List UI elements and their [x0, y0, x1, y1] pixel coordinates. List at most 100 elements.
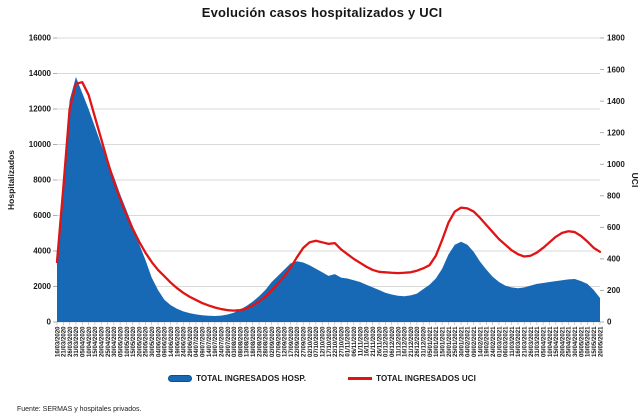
right-axis-tick-label: 1000 [607, 160, 625, 169]
left-axis-tick-label: 16000 [29, 34, 52, 43]
x-axis-tick-label: 15/05/2021 [591, 326, 598, 357]
x-axis-tick-label: 15/04/2021 [553, 326, 560, 357]
x-axis-tick-label: 05/05/2021 [578, 326, 585, 357]
x-axis-tick-label: 16/03/2020 [54, 326, 61, 357]
x-axis-tick-label: 14/07/2020 [206, 326, 213, 357]
source-note: Fuente: SERMAS y hospitales privados. [17, 406, 142, 413]
x-axis-tick-label: 04/02/2021 [465, 326, 472, 357]
x-axis-tick-label: 13/08/2020 [244, 326, 251, 357]
hosp-legend-swatch [168, 375, 193, 382]
x-axis-tick-label: 08/08/2020 [237, 326, 244, 357]
x-axis-tick-label: 10/01/2021 [433, 326, 440, 357]
x-axis-tick-label: 05/04/2021 [540, 326, 547, 357]
legend: TOTAL INGRESADOS HOSP. TOTAL INGRESADOS … [0, 374, 644, 383]
x-axis-tick-label: 21/03/2020 [61, 326, 68, 357]
x-axis-tick-label: 25/01/2021 [452, 326, 459, 357]
x-axis-tick-label: 12/09/2020 [282, 326, 289, 357]
x-axis-tick-label: 27/09/2020 [301, 326, 308, 357]
x-axis-tick-label: 03/08/2020 [231, 326, 238, 357]
uci-line-series [55, 81, 602, 312]
x-axis-tick-label: 20/05/2021 [597, 326, 604, 357]
left-axis-tick-label: 12000 [29, 105, 52, 114]
x-axis-tick-label: 14/06/2020 [168, 326, 175, 357]
chart-canvas: 0200040006000800010000120001400016000020… [6, 34, 640, 357]
x-axis-tick-label: 20/04/2020 [98, 326, 105, 357]
right-axis-tick-label: 200 [607, 286, 621, 295]
x-axis-tick-label: 09/07/2020 [200, 326, 207, 357]
x-axis-tick-label: 11/12/2020 [395, 326, 402, 357]
x-axis-tick-label: 16/12/2020 [402, 326, 409, 357]
x-axis-tick-label: 04/06/2020 [155, 326, 162, 357]
right-axis-tick-label: 600 [607, 223, 621, 232]
x-axis-tick-label: 07/10/2020 [313, 326, 320, 357]
x-axis-tick-label: 26/11/2020 [376, 326, 383, 357]
x-axis-tick-label: 17/10/2020 [326, 326, 333, 357]
x-axis-tick-label: 15/05/2020 [130, 326, 137, 357]
x-axis-tick-label: 24/02/2021 [490, 326, 497, 357]
x-axis-tick-label: 05/04/2020 [80, 326, 87, 357]
legend-item-uci: TOTAL INGRESADOS UCI [348, 374, 476, 383]
x-axis-tick-label: 09/02/2021 [471, 326, 478, 357]
x-axis-tick-label: 18/08/2020 [250, 326, 257, 357]
x-axis-tick-label: 09/06/2020 [162, 326, 169, 357]
legend-item-hosp: TOTAL INGRESADOS HOSP. [168, 374, 306, 383]
x-axis-tick-label: 01/12/2020 [383, 326, 390, 357]
x-axis-tick-label: 19/02/2021 [484, 326, 491, 357]
x-axis-tick-label: 11/11/2020 [357, 326, 364, 356]
x-axis-tick-label: 14/02/2021 [477, 326, 484, 357]
right-axis-tick-label: 1400 [607, 97, 625, 106]
x-axis-tick-label: 24/07/2020 [218, 326, 225, 357]
right-axis-tick-label: 1800 [607, 34, 625, 43]
left-axis-tick-label: 6000 [33, 211, 51, 220]
right-axis-label: UCI [630, 173, 640, 188]
x-axis-tick-label: 21/12/2020 [408, 326, 415, 357]
x-axis-tick-label: 31/12/2020 [421, 326, 428, 357]
x-axis-tick-label: 30/05/2020 [149, 326, 156, 357]
x-axis-tick-label: 30/04/2021 [572, 326, 579, 357]
x-axis-tick-label: 29/06/2020 [187, 326, 194, 357]
x-axis-tick-label: 25/04/2020 [105, 326, 112, 357]
x-axis-tick-label: 05/01/2021 [427, 326, 434, 357]
x-axis-tick-label: 01/11/2020 [345, 326, 352, 357]
x-axis-tick-label: 22/09/2020 [294, 326, 301, 357]
x-axis-tick-label: 06/11/2020 [351, 326, 358, 357]
uci-legend-label: TOTAL INGRESADOS UCI [376, 374, 476, 383]
x-axis-tick-label: 26/03/2020 [67, 326, 74, 357]
x-axis-tick-label: 01/03/2021 [496, 326, 503, 357]
x-axis-tick-label: 21/03/2021 [522, 326, 529, 357]
hosp-legend-label: TOTAL INGRESADOS HOSP. [196, 374, 307, 383]
left-axis-tick-label: 8000 [33, 176, 51, 185]
x-axis-tick-label: 25/05/2020 [143, 326, 150, 357]
left-axis-tick-label: 2000 [33, 282, 51, 291]
x-axis-tick-label: 20/01/2021 [446, 326, 453, 357]
left-axis-tick-label: 4000 [33, 247, 51, 256]
x-axis-tick-label: 26/03/2021 [528, 326, 535, 357]
right-axis-tick-label: 800 [607, 191, 621, 200]
left-axis-tick-label: 0 [47, 318, 52, 327]
right-axis-tick-label: 1600 [607, 65, 625, 74]
x-axis-tick-label: 17/09/2020 [288, 326, 295, 357]
x-axis-tick-label: 31/03/2020 [73, 326, 80, 357]
x-axis-tick-label: 02/10/2020 [307, 326, 314, 357]
hosp-area-series [57, 77, 600, 322]
x-axis-tick-label: 26/12/2020 [414, 326, 421, 357]
x-axis-tick-label: 04/07/2020 [193, 326, 200, 357]
x-axis-tick-label: 24/06/2020 [181, 326, 188, 357]
x-axis-tick-label: 19/06/2020 [174, 326, 181, 357]
x-axis-tick-label: 27/10/2020 [338, 326, 345, 357]
x-axis-tick-label: 07/09/2020 [275, 326, 282, 357]
uci-legend-swatch [348, 377, 373, 380]
x-axis-tick-label: 15/04/2020 [92, 326, 99, 357]
x-axis-tick-label: 30/04/2020 [111, 326, 118, 357]
x-axis-tick-label: 02/09/2020 [269, 326, 276, 357]
x-axis-tick-label: 10/05/2020 [124, 326, 131, 357]
left-axis-label: Hospitalizados [6, 150, 16, 210]
x-axis-tick-label: 16/11/2020 [364, 326, 371, 357]
x-axis-tick-label: 05/05/2020 [117, 326, 124, 357]
x-axis-tick-label: 06/03/2021 [503, 326, 510, 357]
right-axis-tick-label: 400 [607, 255, 621, 264]
x-axis-tick-label: 29/07/2020 [225, 326, 232, 357]
chart-title: Evolución casos hospitalizados y UCI [201, 5, 443, 20]
x-axis-tick-label: 20/04/2021 [559, 326, 566, 357]
x-axis-tick-label: 21/11/2020 [370, 326, 377, 357]
